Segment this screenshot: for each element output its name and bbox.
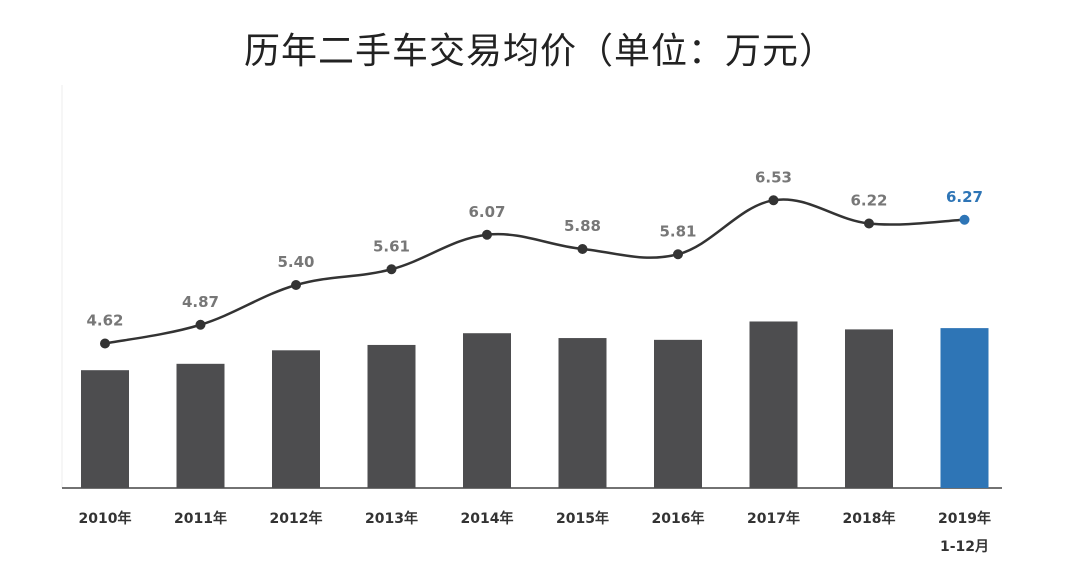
line-point-5 (577, 244, 588, 254)
bar-1 (176, 363, 225, 488)
x-tick-label-1: 2011年 (174, 510, 227, 527)
markers-group (100, 195, 970, 349)
x-tick-label-6: 2016年 (652, 510, 705, 527)
bar-7 (749, 321, 798, 488)
line-point-6 (673, 249, 683, 260)
x-tick-sublabel-9: 1-12月 (940, 539, 989, 555)
data-label-2: 5.40 (277, 253, 314, 271)
x-tick-label-7: 2017年 (747, 510, 800, 527)
line-point-2 (291, 280, 301, 290)
data-label-3: 5.61 (373, 237, 410, 255)
data-label-4: 6.07 (468, 203, 505, 221)
data-label-0: 4.62 (86, 312, 123, 330)
bar-5 (558, 338, 607, 488)
line-point-8 (864, 218, 874, 229)
line-point-9 (959, 214, 970, 225)
x-tick-label-5: 2015年 (556, 510, 609, 527)
bar-4 (463, 333, 511, 488)
data-label-6: 5.81 (659, 222, 696, 240)
x-tick-label-8: 2018年 (843, 510, 896, 527)
x-tick-label-3: 2013年 (365, 510, 418, 527)
bar-8 (845, 329, 893, 488)
bar-0 (81, 370, 129, 488)
data-label-1: 4.87 (182, 293, 219, 311)
labels-group: 4.62 4.87 5.40 5.61 6.07 5.88 5.81 6.53 6.22 6.27 (86, 168, 983, 329)
x-tick-label-4: 2014年 (461, 510, 514, 527)
line-point-0 (100, 338, 110, 349)
line-point-3 (386, 264, 397, 275)
bar-9 (940, 328, 989, 488)
data-label-8: 6.22 (850, 192, 887, 210)
line-point-1 (195, 319, 206, 330)
line-point-7 (768, 195, 779, 206)
bar-3 (367, 344, 416, 488)
bar-6 (654, 339, 702, 488)
ticks-group: 2010年 2011年 2012年 2013年 2014年 2015年 2016年 2017年… (79, 510, 991, 555)
x-tick-label-9: 2019年 (938, 510, 991, 527)
x-tick-label-2: 2012年 (270, 510, 323, 527)
trend-line (104, 198, 965, 345)
line-point-4 (482, 229, 492, 240)
x-tick-label-0: 2010年 (79, 510, 132, 527)
bar-2 (272, 350, 320, 488)
chart-title: 历年二手车交易均价（单位：万元） (243, 31, 836, 72)
bars-group (81, 321, 989, 488)
data-label-9: 6.27 (946, 188, 983, 206)
data-label-5: 5.88 (564, 217, 601, 235)
data-label-7: 6.53 (755, 168, 792, 186)
